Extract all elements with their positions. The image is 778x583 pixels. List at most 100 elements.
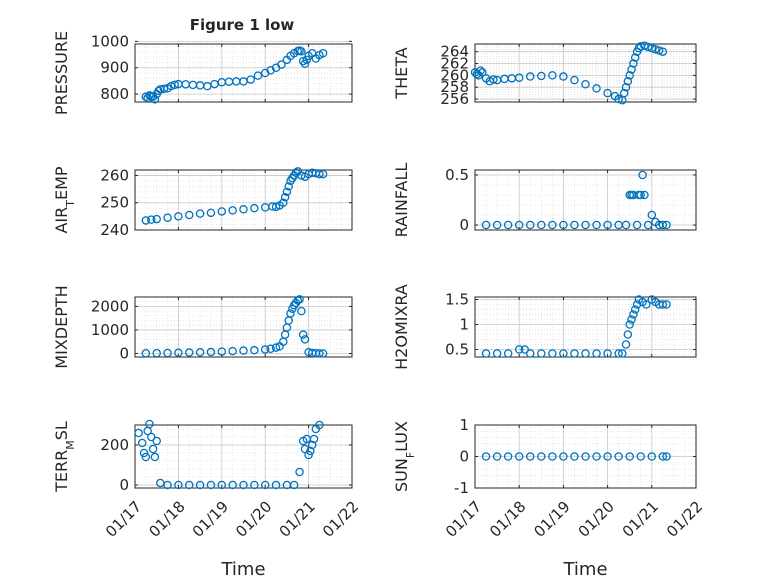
data-point <box>618 349 627 358</box>
data-point <box>647 210 657 220</box>
data-series <box>134 419 324 490</box>
y-axis-label: H2OMIXRA <box>392 284 411 370</box>
data-point <box>658 452 668 461</box>
data-point <box>306 446 315 456</box>
data-point <box>636 452 646 461</box>
data-point <box>478 68 487 77</box>
data-series <box>141 46 328 104</box>
data-point <box>250 345 259 355</box>
data-point <box>481 220 491 230</box>
data-point <box>632 220 642 230</box>
data-point <box>141 452 151 462</box>
data-point <box>630 53 640 62</box>
data-point <box>300 335 310 344</box>
data-point <box>206 347 216 357</box>
y-tick-label: 250 <box>100 194 129 212</box>
data-point <box>581 349 590 358</box>
data-point <box>271 480 281 490</box>
y-axis-label: TERRMSL <box>52 421 77 493</box>
data-point <box>315 420 324 430</box>
data-point <box>592 452 601 461</box>
data-point <box>629 310 638 319</box>
data-point <box>548 220 557 230</box>
data-point <box>614 452 623 461</box>
data-point <box>315 169 324 179</box>
data-point <box>537 71 546 81</box>
data-point <box>271 343 281 352</box>
subplot-5: 0 1000 2000 MIXDEPTH <box>52 285 353 369</box>
data-point <box>643 220 653 230</box>
y-tick-label: 262 <box>440 55 469 73</box>
data-point <box>614 349 623 358</box>
data-point <box>271 202 281 212</box>
data-point <box>526 220 535 230</box>
data-point <box>548 71 557 80</box>
data-point <box>260 345 270 354</box>
y-tick-label: -1 <box>454 479 469 497</box>
data-point <box>152 436 161 446</box>
data-point <box>627 315 636 324</box>
data-point <box>145 419 154 429</box>
data-point <box>621 340 631 349</box>
data-point <box>134 428 143 438</box>
data-point <box>246 75 255 84</box>
data-point <box>559 349 568 358</box>
data-point <box>592 220 601 230</box>
subplot-3: 240 250 260 AIRTEMP <box>52 166 353 239</box>
data-point <box>640 41 649 51</box>
y-tick-label: 1 <box>459 316 469 334</box>
data-point <box>537 349 546 358</box>
data-point <box>163 480 172 490</box>
data-point <box>623 330 633 339</box>
y-tick-label: 260 <box>100 166 129 184</box>
y-tick-label: 200 <box>100 436 129 454</box>
data-point <box>570 349 579 358</box>
axes-frame <box>474 43 697 103</box>
axes-frame <box>134 296 353 358</box>
data-series <box>481 295 671 358</box>
data-point <box>228 480 237 490</box>
y-axis-label: RAINFALL <box>392 163 411 238</box>
data-point <box>603 88 612 98</box>
data-point <box>559 452 568 461</box>
data-point <box>170 80 180 90</box>
data-point <box>638 170 647 180</box>
data-point <box>147 432 156 442</box>
data-point <box>286 309 295 318</box>
data-point <box>625 452 634 461</box>
data-point <box>217 347 227 356</box>
y-tick-label: 240 <box>100 221 129 239</box>
data-point <box>284 182 293 191</box>
data-series <box>141 295 328 358</box>
data-point <box>526 349 535 358</box>
data-point <box>318 169 328 179</box>
data-point <box>228 206 237 215</box>
data-point <box>184 348 194 357</box>
gridlines <box>134 296 353 357</box>
data-point <box>629 59 638 68</box>
data-point <box>492 220 502 230</box>
data-point <box>318 349 328 358</box>
data-point <box>217 207 227 216</box>
data-series <box>470 41 668 105</box>
subplot-4: 0 0.5 RAINFALL <box>392 163 697 238</box>
data-point <box>621 220 631 230</box>
data-point <box>643 42 653 52</box>
data-point <box>621 82 631 92</box>
data-point <box>603 349 612 358</box>
data-point <box>647 452 657 461</box>
data-point <box>592 349 601 358</box>
data-point <box>289 480 299 490</box>
data-point <box>184 210 194 220</box>
data-point <box>206 208 216 218</box>
data-point <box>514 220 524 230</box>
data-point <box>654 46 664 55</box>
data-point <box>300 59 310 69</box>
x-axis-label: Time <box>220 559 265 580</box>
gridlines <box>134 40 353 102</box>
data-point <box>647 43 657 53</box>
data-series <box>141 167 328 225</box>
data-point <box>297 47 306 56</box>
data-point <box>662 220 671 230</box>
